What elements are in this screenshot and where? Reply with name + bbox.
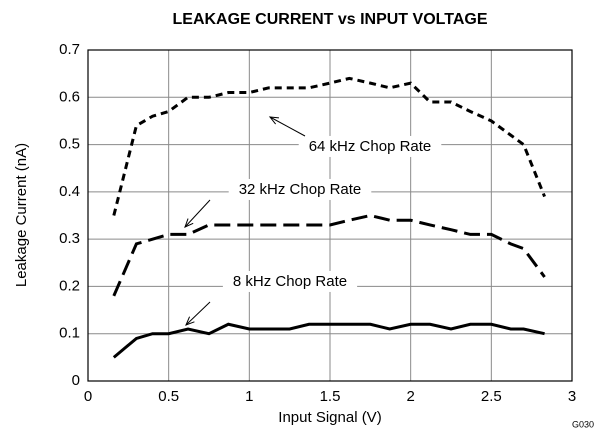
- y-tick-label: 0.6: [59, 88, 80, 105]
- arrow-head: [185, 316, 195, 326]
- arrow-shaft: [185, 301, 211, 326]
- y-axis-label: Leakage Current (nA): [13, 143, 30, 287]
- series-label: 32 kHz Chop Rate: [239, 181, 362, 198]
- chart-title: LEAKAGE CURRENT vs INPUT VOLTAGE: [173, 11, 488, 28]
- x-tick-label: 3: [568, 388, 576, 405]
- figure-id: G030: [572, 419, 594, 429]
- series-label: 8 kHz Chop Rate: [233, 273, 347, 290]
- label-background: [298, 135, 442, 157]
- y-tick-label: 0.1: [59, 325, 80, 342]
- x-tick-label: 1: [245, 388, 253, 405]
- x-tick-label: 2.5: [481, 388, 502, 405]
- plot-frame: [87, 49, 573, 382]
- arrow-head: [184, 218, 194, 228]
- x-tick-label: 1.5: [320, 388, 341, 405]
- label-background: [228, 178, 372, 200]
- y-tick-label: 0.5: [59, 136, 80, 153]
- label-background: [222, 270, 358, 292]
- x-tick-label: 2: [406, 388, 414, 405]
- x-tick-label: 0: [84, 388, 92, 405]
- x-tick-label: 0.5: [158, 388, 179, 405]
- y-tick-label: 0.3: [59, 230, 80, 247]
- x-axis-label: Input Signal (V): [278, 409, 381, 426]
- arrow-shaft: [269, 116, 306, 137]
- y-tick-label: 0.4: [59, 183, 80, 200]
- series-line: [112, 76, 546, 216]
- y-tick-label: 0: [72, 372, 80, 389]
- arrow-head: [268, 116, 280, 125]
- arrow-shaft: [184, 199, 211, 228]
- series-line: [112, 213, 546, 297]
- series-label: 64 kHz Chop Rate: [309, 138, 432, 155]
- series-line: [112, 322, 545, 359]
- y-tick-label: 0.2: [59, 277, 80, 294]
- y-tick-label: 0.7: [59, 41, 80, 58]
